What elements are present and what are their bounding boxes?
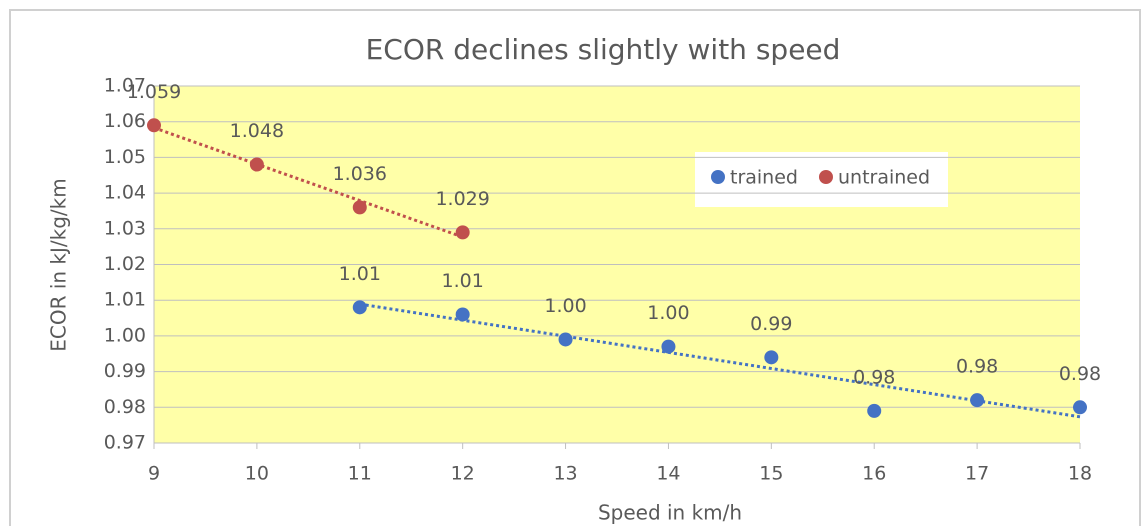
x-tick-label: 18 [1068, 463, 1092, 485]
data-label: 0.98 [956, 356, 998, 378]
y-tick-label: 0.98 [104, 396, 146, 418]
x-tick-label: 16 [862, 463, 886, 485]
legend-marker [818, 170, 833, 184]
x-tick-label: 14 [656, 463, 680, 485]
legend-label: trained [730, 167, 798, 189]
x-tick-label: 17 [965, 463, 989, 485]
x-axis-title: Speed in km/h [598, 501, 742, 525]
point [455, 225, 470, 240]
x-tick-label: 11 [348, 463, 372, 485]
data-label: 0.98 [853, 366, 895, 388]
data-label: 0.98 [1059, 363, 1101, 385]
x-tick-label: 9 [148, 463, 160, 485]
y-tick-label: 1.01 [104, 289, 146, 311]
point [147, 118, 161, 133]
trendline [153, 126, 464, 239]
point [764, 350, 779, 365]
legend-label: untrained [838, 167, 930, 189]
trendline [359, 302, 1081, 419]
y-tick-label: 1.03 [104, 217, 146, 239]
data-label: 1.059 [127, 81, 181, 103]
data-label: 1.01 [339, 263, 381, 285]
point [352, 300, 367, 315]
data-label: 1.01 [442, 270, 484, 292]
x-tick-label: 10 [245, 463, 269, 485]
legend-marker [711, 170, 725, 184]
data-label: 1.048 [230, 120, 284, 142]
point [867, 403, 882, 418]
y-tick-label: 1.07 [104, 75, 146, 97]
y-tick-label: 1.05 [104, 146, 146, 168]
x-tick-label: 12 [451, 463, 475, 485]
point [249, 157, 264, 172]
chart-title: ECOR declines slightly with speed [366, 33, 841, 66]
data-label: 1.029 [435, 188, 489, 210]
y-tick-label: 0.97 [104, 432, 146, 454]
x-tick-label: 15 [759, 463, 783, 485]
point [970, 393, 985, 408]
y-axis-title: ECOR in kJ/kg/km [47, 178, 71, 352]
data-label: 1.00 [544, 295, 586, 317]
y-tick-label: 0.99 [104, 360, 146, 382]
y-tick-label: 1.06 [104, 110, 146, 132]
data-label: 0.99 [750, 313, 792, 335]
data-label: 1.00 [647, 302, 689, 324]
point [1073, 400, 1087, 415]
y-tick-label: 1.02 [104, 253, 146, 275]
x-tick-label: 13 [553, 463, 577, 485]
y-tick-label: 1.00 [104, 324, 146, 346]
y-tick-label: 1.04 [104, 182, 146, 204]
data-label: 1.036 [333, 163, 387, 185]
point [352, 200, 367, 215]
point [661, 339, 676, 354]
point [558, 332, 573, 347]
point [455, 307, 470, 322]
